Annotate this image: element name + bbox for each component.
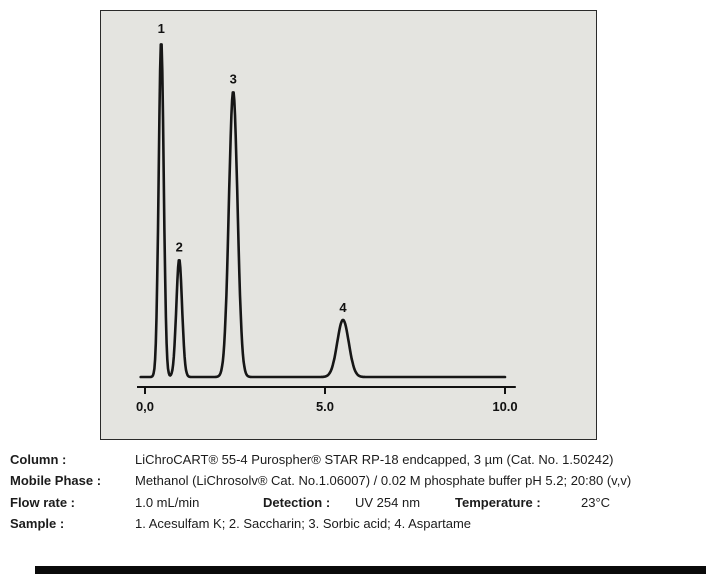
svg-text:5.0: 5.0 (316, 399, 334, 414)
flow-rate-value: 1.0 mL/min (135, 494, 200, 510)
svg-text:0,0: 0,0 (136, 399, 154, 414)
mobile-phase-label: Mobile Phase : (10, 473, 102, 489)
sample-label: Sample : (10, 515, 65, 531)
condition-row-flow-detection-temperature: Flow rate : 1.0 mL/min Detection : UV 25… (10, 495, 700, 511)
sample-value: 1. Acesulfam K; 2. Saccharin; 3. Sorbic … (135, 515, 472, 531)
mobile-phase-value: Methanol (LiChrosolv® Cat. No.1.06007) /… (135, 473, 632, 489)
condition-row-sample: Sample : 1. Acesulfam K; 2. Saccharin; 3… (10, 516, 700, 532)
svg-text:3: 3 (230, 71, 237, 86)
chromatogram-figure: 0,0 5.0 10.0 1 2 3 4 (100, 10, 597, 440)
temperature-label: Temperature : (455, 494, 541, 510)
bottom-divider (35, 566, 706, 574)
temperature-value: 23°C (581, 494, 611, 510)
condition-row-mobile-phase: Mobile Phase : Methanol (LiChrosolv® Cat… (10, 473, 700, 489)
svg-text:1: 1 (158, 21, 165, 36)
column-label: Column : (10, 452, 67, 467)
condition-row-column: Column : LiChroCART® 55-4 Purospher® STA… (10, 452, 700, 468)
svg-text:10.0: 10.0 (492, 399, 517, 414)
column-value: LiChroCART® 55-4 Purospher® STAR RP-18 e… (135, 452, 614, 467)
flow-rate-label: Flow rate : (10, 494, 76, 510)
svg-text:2: 2 (176, 239, 183, 254)
chromatogram-plot: 0,0 5.0 10.0 1 2 3 4 (136, 21, 518, 414)
svg-text:4: 4 (339, 300, 347, 315)
conditions-table: Column : LiChroCART® 55-4 Purospher® STA… (10, 452, 700, 537)
detection-label: Detection : (263, 494, 331, 510)
detection-value: UV 254 nm (355, 494, 421, 510)
